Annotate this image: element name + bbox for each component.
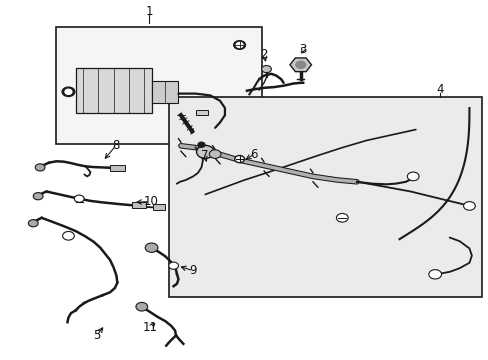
Circle shape [295, 61, 305, 68]
Text: 5: 5 [93, 329, 101, 342]
Text: 11: 11 [143, 321, 158, 334]
Text: 3: 3 [299, 43, 306, 56]
Circle shape [196, 145, 214, 158]
Bar [152, 204, 164, 210]
Circle shape [136, 302, 147, 311]
Circle shape [233, 41, 245, 49]
Bar [56, 27, 261, 144]
Text: 9: 9 [189, 264, 197, 277]
Bar [168, 97, 481, 297]
Bar [110, 165, 124, 171]
Bar [151, 81, 178, 103]
Circle shape [35, 164, 45, 171]
Bar [132, 202, 145, 208]
Circle shape [209, 150, 221, 158]
Circle shape [145, 243, 158, 252]
Bar [76, 68, 151, 113]
Circle shape [463, 202, 474, 210]
Text: 8: 8 [112, 139, 120, 152]
Text: 6: 6 [250, 148, 258, 161]
Text: 10: 10 [143, 195, 158, 208]
Circle shape [33, 193, 43, 200]
Circle shape [62, 87, 75, 96]
Circle shape [407, 172, 418, 181]
Circle shape [74, 195, 84, 202]
Circle shape [261, 66, 271, 73]
Circle shape [234, 156, 244, 163]
Text: 4: 4 [435, 83, 443, 96]
Circle shape [62, 231, 74, 240]
Text: 7: 7 [200, 149, 208, 162]
Circle shape [198, 142, 204, 147]
Circle shape [65, 89, 72, 94]
Circle shape [28, 220, 38, 227]
Circle shape [336, 213, 347, 222]
Text: 2: 2 [260, 48, 267, 61]
Bar [195, 110, 207, 115]
Circle shape [428, 270, 441, 279]
Text: 1: 1 [145, 5, 153, 18]
Circle shape [168, 262, 178, 269]
Circle shape [236, 42, 243, 48]
